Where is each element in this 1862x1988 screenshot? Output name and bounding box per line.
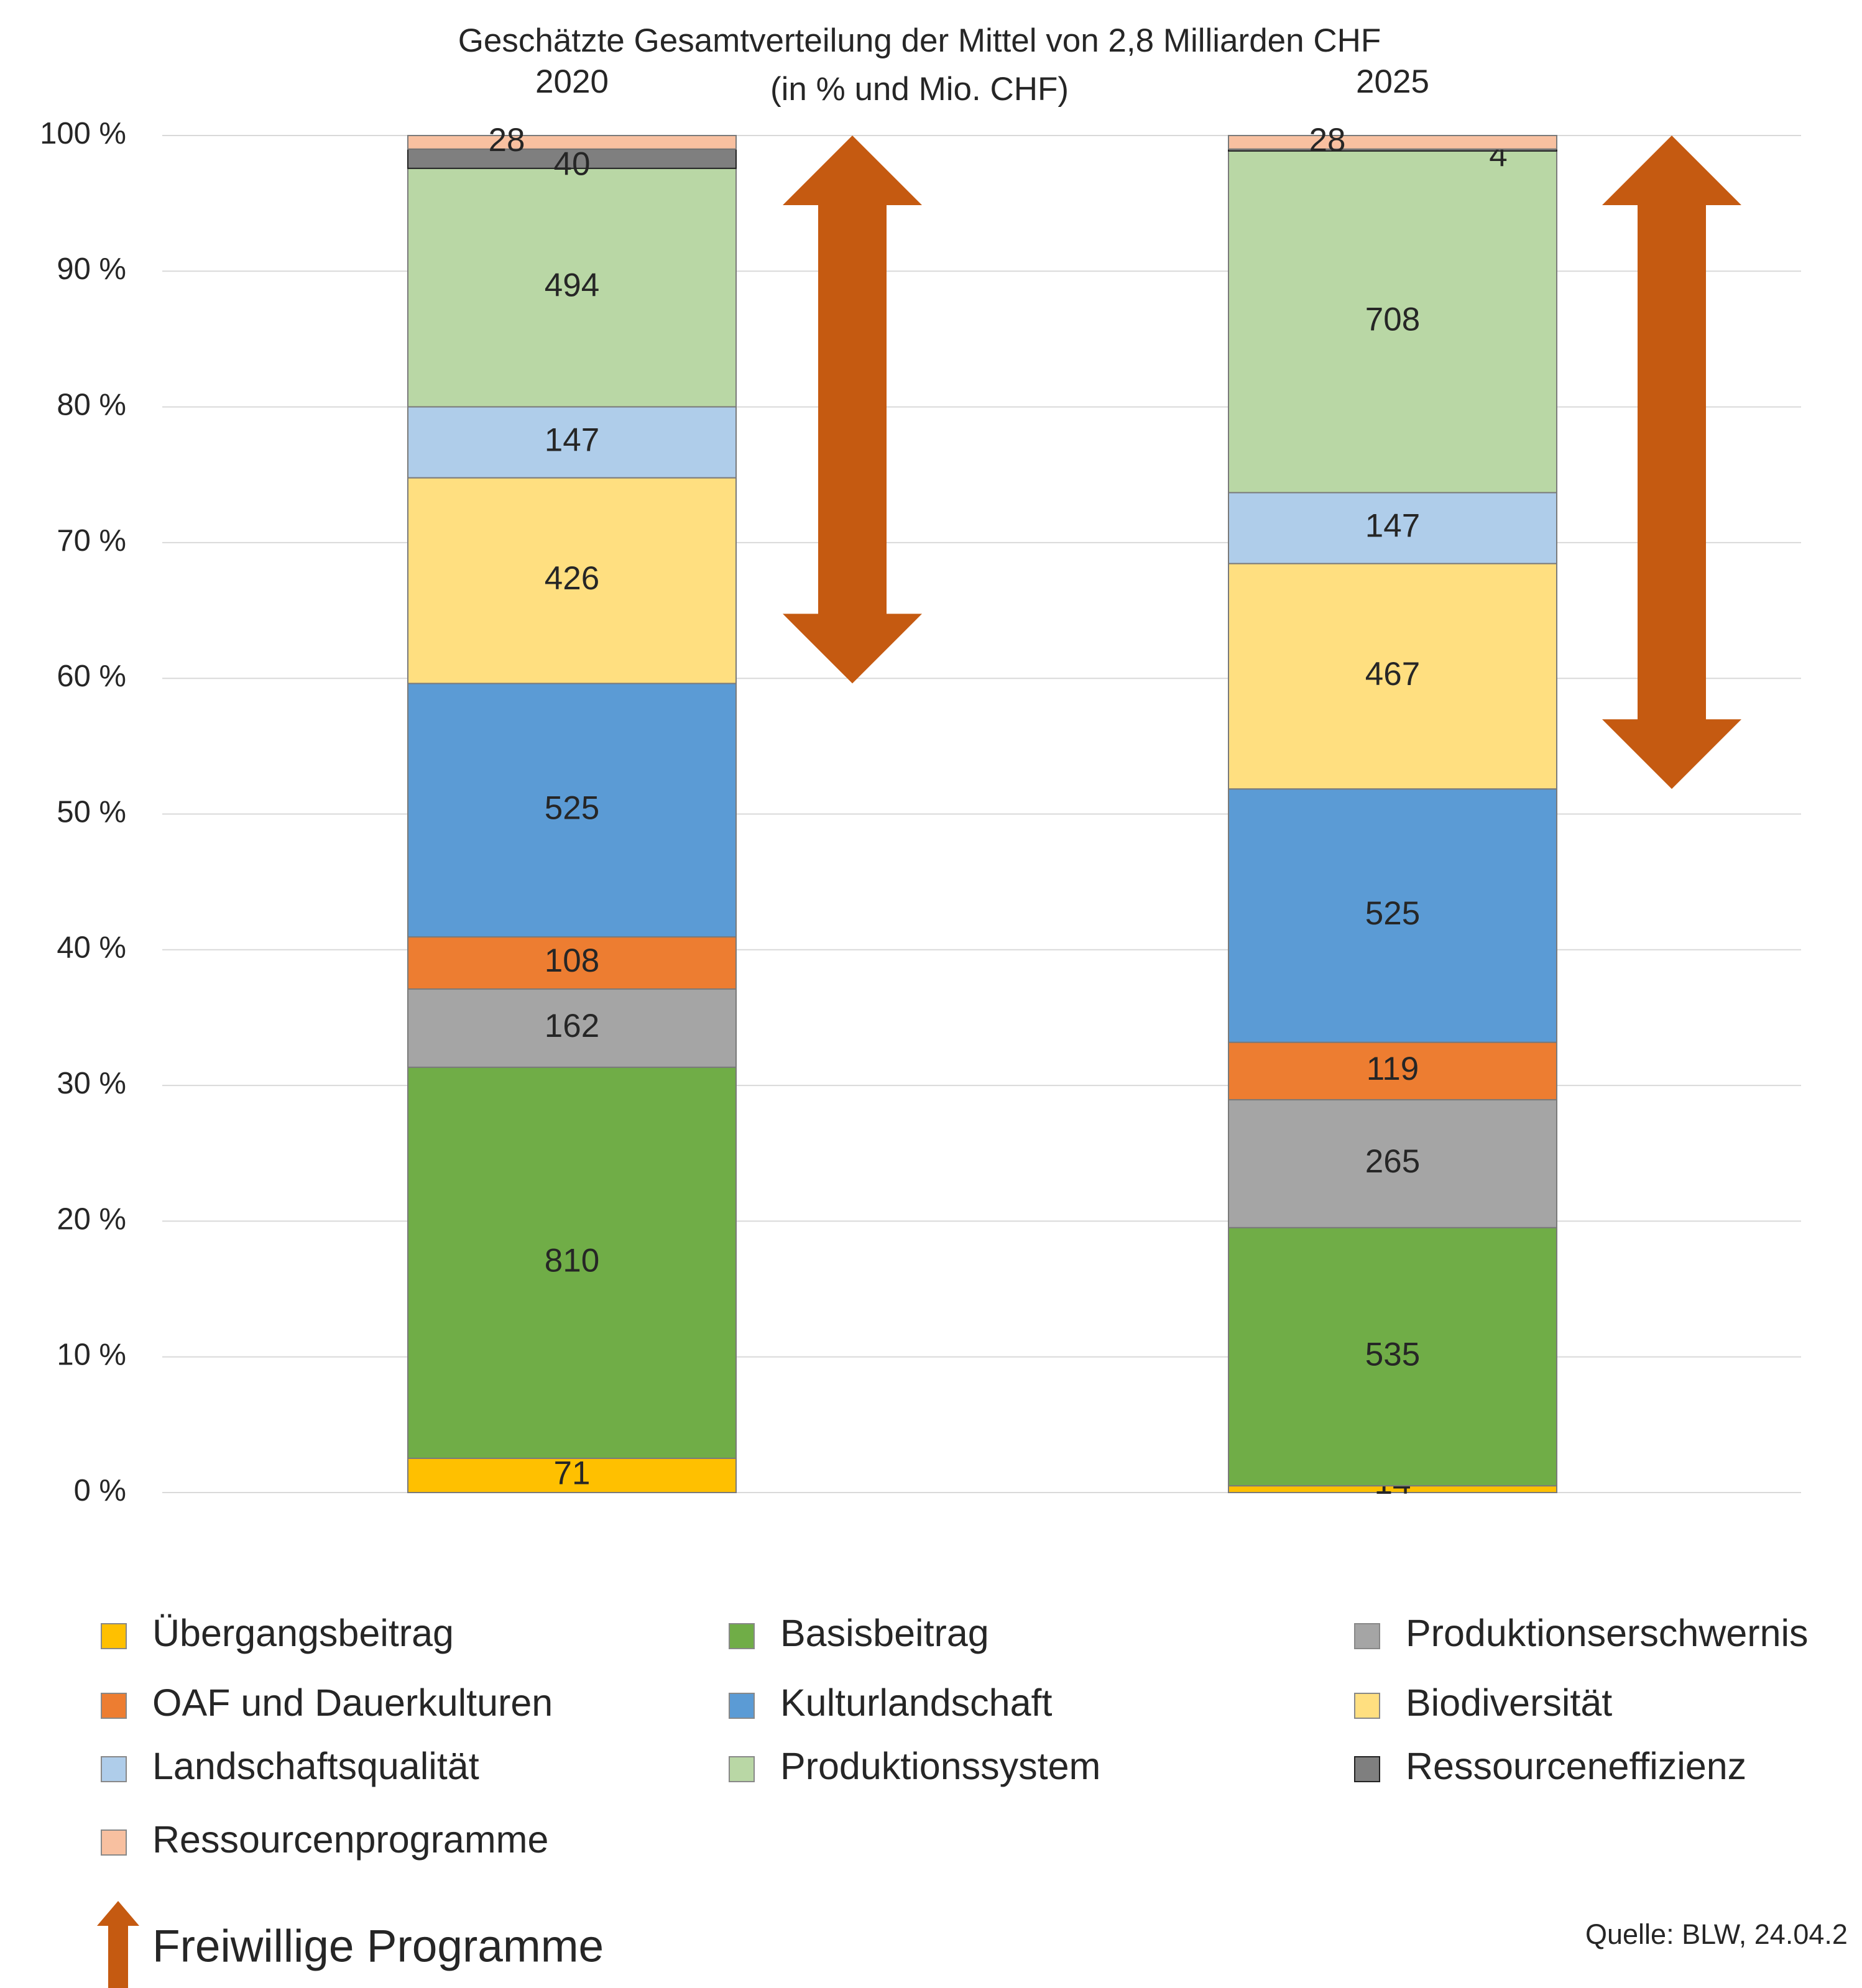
data-label: 525 — [545, 789, 599, 826]
data-label: 108 — [545, 942, 599, 979]
legend-marker — [101, 1623, 127, 1649]
x-category-label: 2020 — [535, 63, 609, 100]
y-tick-label: 90 % — [57, 252, 126, 286]
legend-marker — [101, 1756, 127, 1782]
y-tick-label: 0 % — [74, 1474, 126, 1507]
data-label: 535 — [1365, 1336, 1420, 1373]
x-category-label: 2025 — [1356, 63, 1429, 100]
y-tick-label: 100 % — [40, 117, 126, 150]
legend-marker — [1354, 1693, 1380, 1719]
arrow — [97, 1901, 139, 1988]
data-label: 28 — [489, 122, 525, 159]
legend-label: Kulturlandschaft — [780, 1682, 1052, 1724]
data-label: 147 — [545, 422, 599, 459]
bar-segment — [407, 1457, 737, 1494]
bar-segment — [407, 406, 737, 479]
data-label: 119 — [1367, 1051, 1419, 1087]
data-label: 494 — [545, 267, 599, 304]
data-label: 708 — [1365, 301, 1420, 338]
data-label: 71 — [554, 1455, 591, 1491]
legend-label: Ressourceneffizienz — [1406, 1745, 1746, 1787]
bar-segment — [407, 1066, 737, 1459]
legend-label: Ressourcenprogramme — [152, 1818, 548, 1861]
arrow — [1602, 136, 1741, 789]
data-label: 810 — [545, 1242, 599, 1279]
y-tick-label: 70 % — [57, 524, 126, 558]
legend-marker — [729, 1623, 755, 1649]
bar-segment — [1228, 1226, 1557, 1487]
chart-subtitle: (in % und Mio. CHF) — [770, 71, 1069, 108]
legend-marker — [1354, 1623, 1380, 1649]
legend-marker — [729, 1693, 755, 1719]
bar-segment — [1228, 1099, 1557, 1228]
y-tick-label: 40 % — [57, 931, 126, 965]
y-tick-label: 10 % — [57, 1338, 126, 1372]
legend-label: Landschaftsqualität — [152, 1745, 479, 1787]
bar-segment — [407, 477, 737, 684]
arrow — [783, 136, 922, 684]
source-label: Quelle: BLW, 24.04.2 — [1585, 1918, 1848, 1950]
chart-title: Geschätzte Gesamtverteilung der Mittel v… — [458, 22, 1381, 59]
legend-label: Biodiversität — [1406, 1682, 1612, 1724]
bar-segment — [1228, 563, 1557, 790]
data-label: 40 — [554, 145, 591, 182]
data-label: 28 — [1309, 122, 1346, 159]
bar-segment — [407, 683, 737, 938]
legend-marker — [101, 1693, 127, 1719]
bar-segment — [407, 936, 737, 990]
data-label: 265 — [1365, 1143, 1420, 1180]
data-label: 525 — [1365, 895, 1420, 932]
y-tick-label: 50 % — [57, 795, 126, 829]
data-label: 426 — [545, 560, 599, 597]
annotation-label: Freiwillige Programme — [152, 1921, 604, 1971]
legend-marker — [101, 1829, 127, 1856]
bar-segment — [1228, 135, 1557, 150]
bar-segment — [1228, 788, 1557, 1043]
bar-segment — [407, 148, 737, 169]
data-label: 162 — [545, 1008, 599, 1044]
legend-label: Produktionserschwernis — [1406, 1612, 1809, 1654]
data-label: 467 — [1365, 656, 1420, 693]
data-label: 147 — [1365, 508, 1420, 545]
legend-label: Produktionssystem — [780, 1745, 1100, 1787]
bar-segment — [1228, 150, 1557, 494]
legend-marker — [729, 1756, 755, 1782]
y-tick-label: 30 % — [57, 1067, 126, 1100]
bar-segment — [407, 167, 737, 408]
y-tick-label: 80 % — [57, 389, 126, 422]
y-tick-label: 60 % — [57, 660, 126, 693]
legend-label: OAF und Dauerkulturen — [152, 1682, 553, 1724]
bar-segment — [407, 135, 737, 150]
legend-label: Basisbeitrag — [780, 1612, 989, 1654]
legend-marker — [1354, 1756, 1380, 1782]
legend-label: Übergangsbeitrag — [152, 1612, 454, 1654]
bar-segment — [1228, 1041, 1557, 1101]
bar-segment — [407, 988, 737, 1068]
y-tick-label: 20 % — [57, 1202, 126, 1236]
